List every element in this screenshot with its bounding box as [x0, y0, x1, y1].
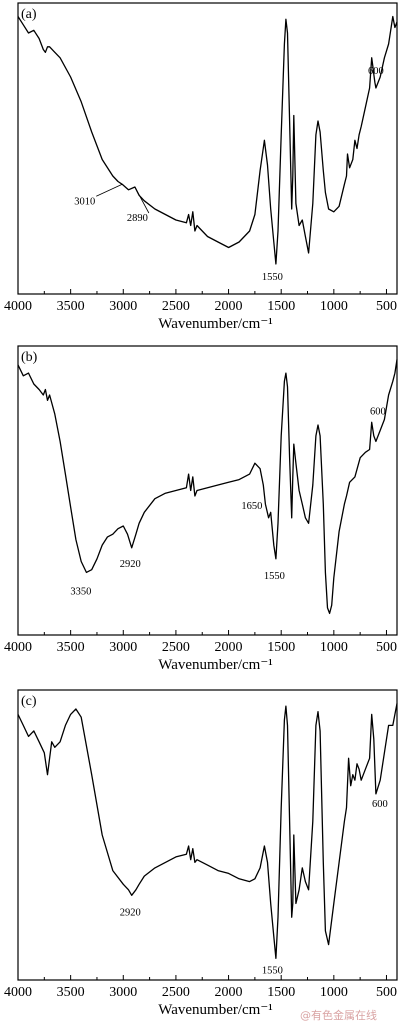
spectrum-line — [17, 359, 398, 615]
panel-label: (a) — [21, 7, 37, 22]
annotation-leader — [96, 183, 123, 197]
peak-annotation: 600 — [370, 406, 386, 417]
x-tick-label: 3000 — [109, 640, 137, 655]
x-tick-label: 2000 — [215, 299, 243, 314]
annotation-leader — [134, 186, 150, 214]
spectrum-line — [17, 15, 398, 265]
x-tick-label: 3000 — [109, 985, 137, 1000]
plot-frame — [17, 2, 398, 295]
plot-frame — [17, 689, 398, 981]
peak-annotation: 1550 — [262, 965, 283, 976]
panel-label: (b) — [21, 350, 38, 365]
x-tick-label: 500 — [376, 985, 397, 1000]
x-tick-label: 1000 — [320, 985, 348, 1000]
x-tick-label: 500 — [376, 299, 397, 314]
peak-annotation: 2890 — [127, 213, 148, 224]
x-tick-label: 2500 — [162, 640, 190, 655]
x-tick-label: 3500 — [57, 640, 85, 655]
x-tick-label: 2000 — [215, 985, 243, 1000]
x-tick-label: 2500 — [162, 299, 190, 314]
peak-annotation: 600 — [372, 799, 388, 810]
peak-annotation: 2920 — [120, 559, 141, 570]
x-tick-label: 1500 — [267, 640, 295, 655]
x-axis-label: Wavenumber/cm⁻¹ — [158, 316, 273, 332]
peak-annotation: 1550 — [264, 571, 285, 582]
peak-annotation: 1650 — [241, 501, 262, 512]
x-tick-label: 3000 — [109, 299, 137, 314]
ftir-panel-1: 4000 3500 3000 2500 2000 1500 1000 500 Wavenumbe… — [4, 2, 398, 332]
x-tick-label: 1000 — [320, 640, 348, 655]
x-tick-label: 3500 — [57, 299, 85, 314]
x-tick-label: 2000 — [215, 640, 243, 655]
ftir-panel-3: 4000 3500 3000 2500 2000 1500 1000 500 Wavenumbe… — [4, 689, 398, 1018]
x-axis-label: Wavenumber/cm⁻¹ — [158, 1002, 273, 1018]
x-tick-label: 2500 — [162, 985, 190, 1000]
x-tick-label: 1500 — [267, 985, 295, 1000]
peak-annotation: 1550 — [262, 272, 283, 283]
peak-annotation: 2920 — [120, 907, 141, 918]
x-tick-label: 4000 — [4, 299, 32, 314]
x-tick-label: 1000 — [320, 299, 348, 314]
x-tick-label: 3500 — [57, 985, 85, 1000]
x-tick-label: 1500 — [267, 299, 295, 314]
peak-annotation: 600 — [368, 66, 384, 77]
peak-annotation: 3010 — [74, 196, 95, 207]
x-axis-label: Wavenumber/cm⁻¹ — [158, 657, 273, 673]
x-tick-label: 4000 — [4, 640, 32, 655]
spectrum-line — [17, 703, 398, 959]
x-tick-label: 500 — [376, 640, 397, 655]
watermark: @有色金属在线 — [300, 1008, 377, 1022]
panel-label: (c) — [21, 694, 37, 709]
ftir-panel-2: 4000 3500 3000 2500 2000 1500 1000 500 Wavenumbe… — [4, 345, 398, 673]
peak-annotation: 3350 — [70, 586, 91, 597]
plot-frame — [17, 345, 398, 636]
x-tick-label: 4000 — [4, 985, 32, 1000]
